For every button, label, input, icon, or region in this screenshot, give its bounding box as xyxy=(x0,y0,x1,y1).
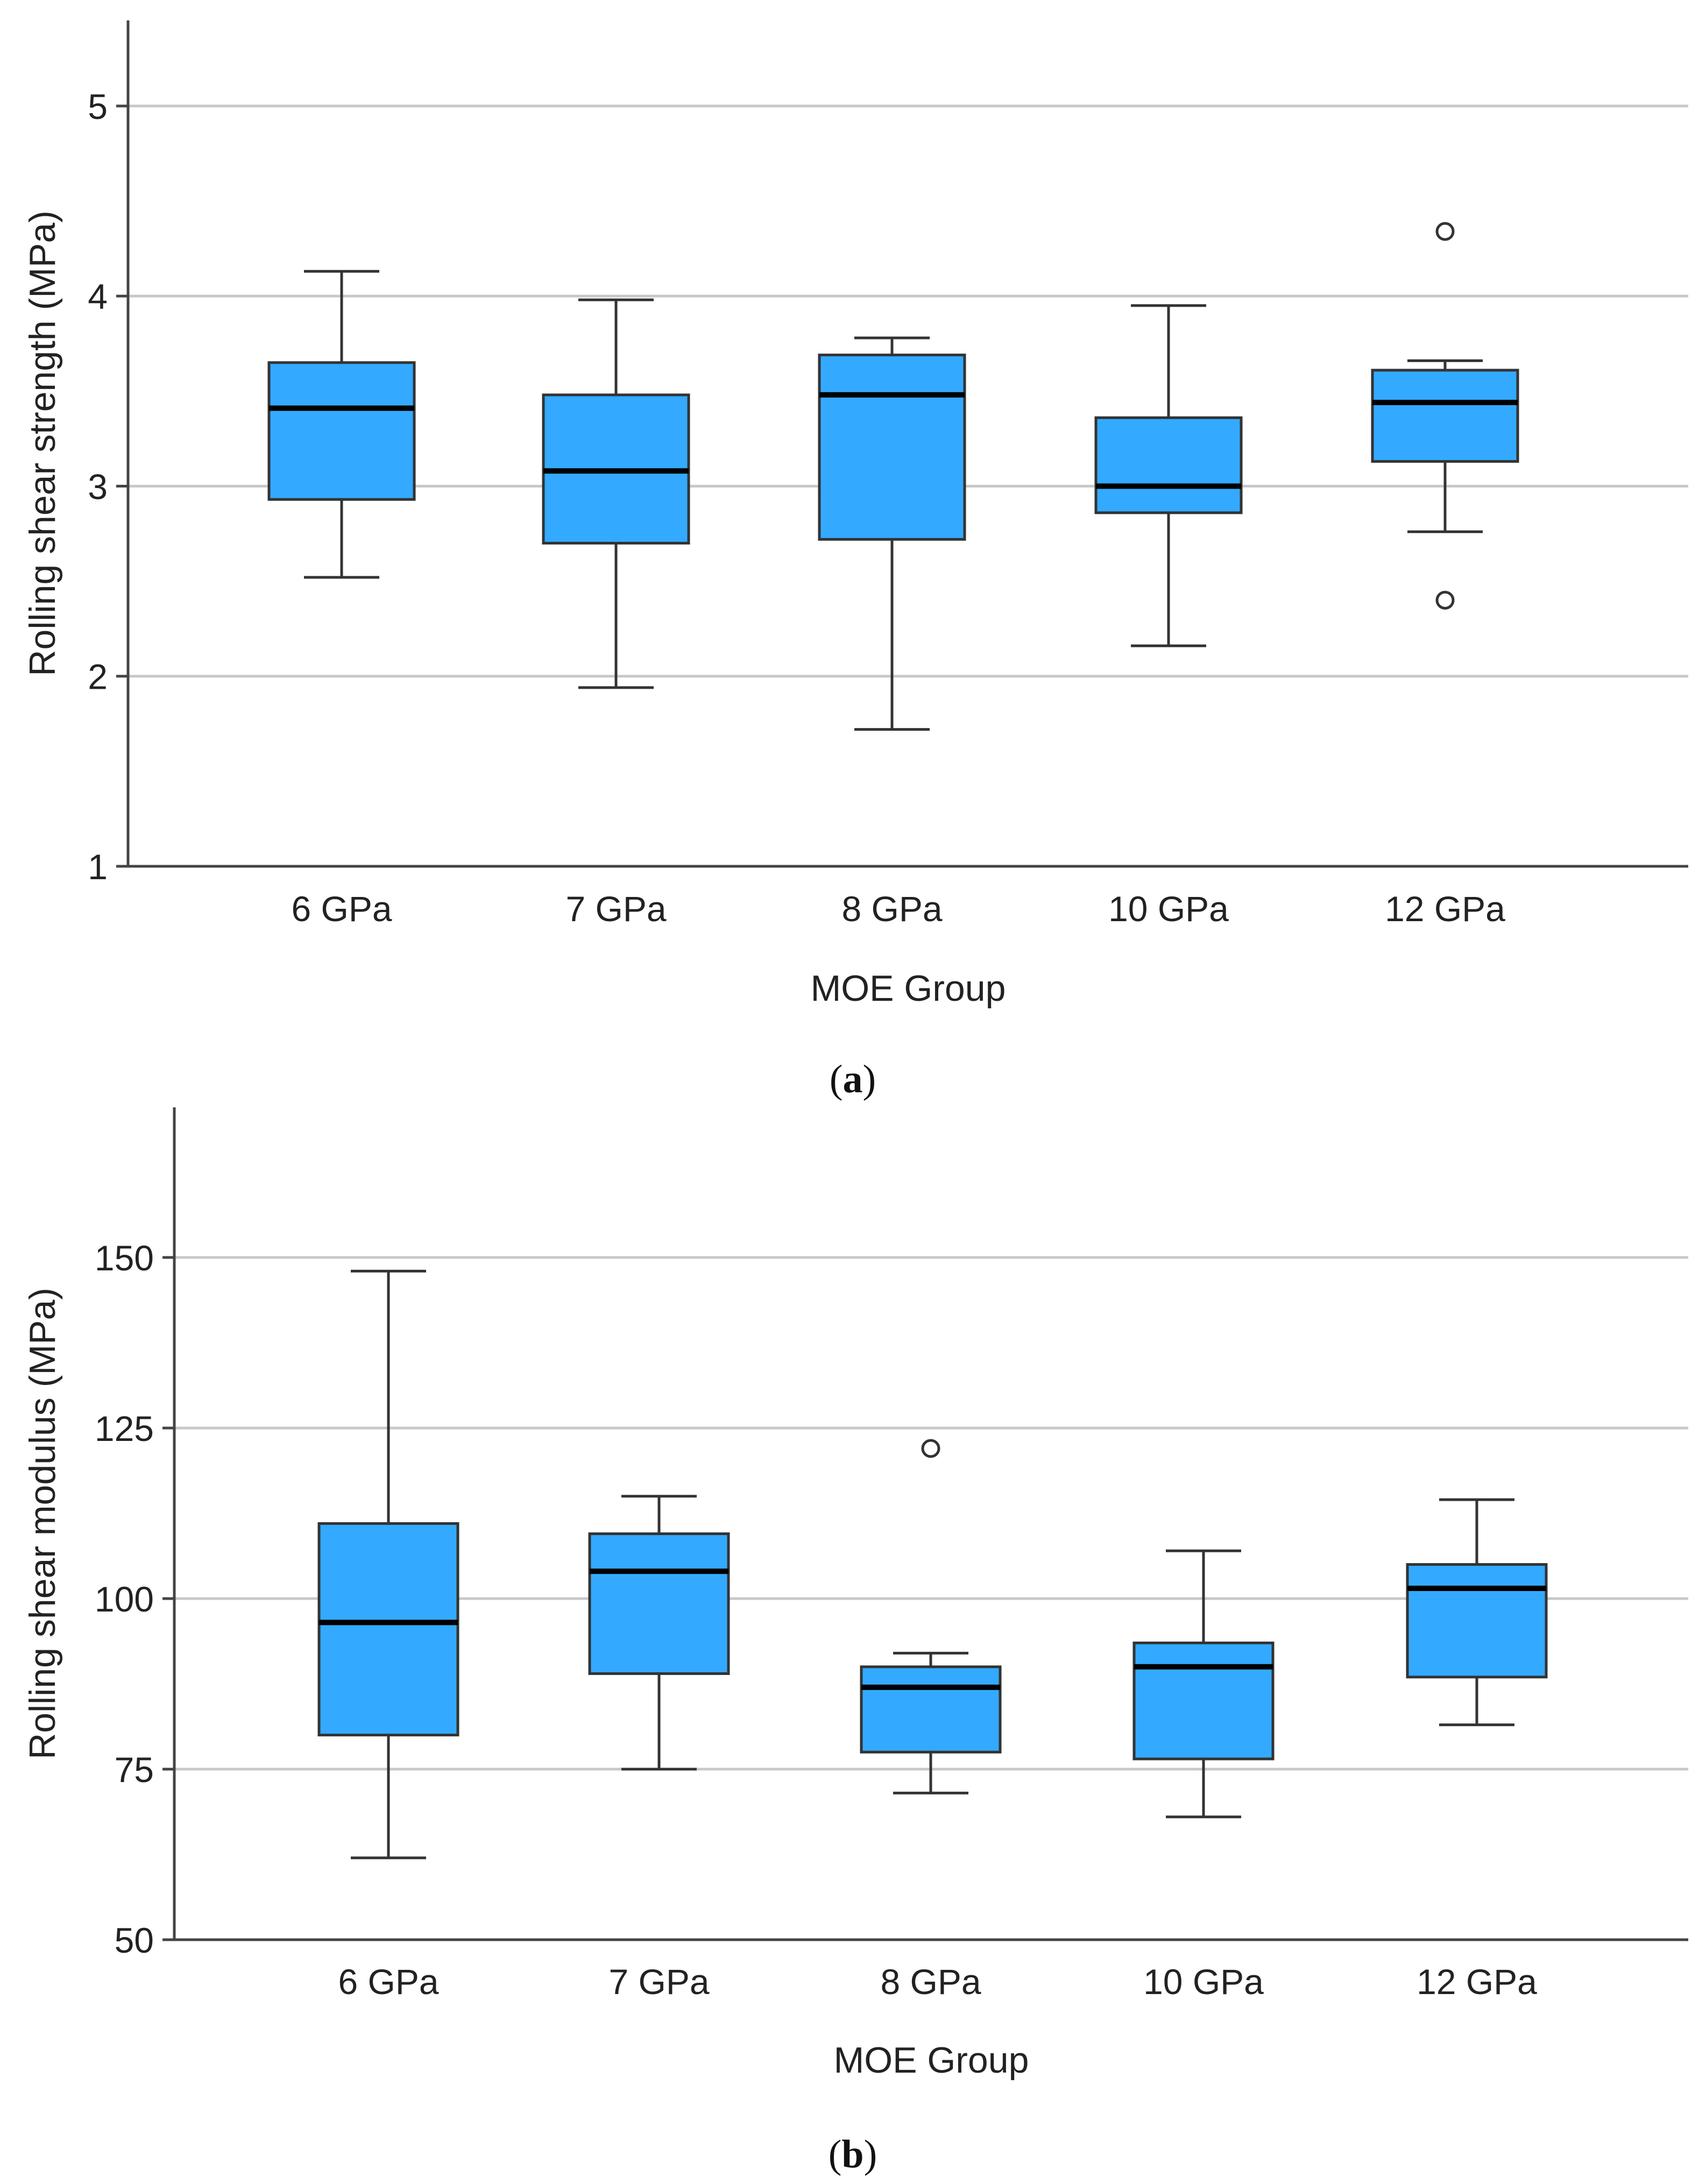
panel-b-caption: (b) xyxy=(829,2132,877,2176)
panel-b-boxes xyxy=(317,1269,1548,1860)
panel-a-caption: (a) xyxy=(830,1057,876,1101)
panel-a-y-ticks: 1 2 3 4 5 xyxy=(88,87,128,887)
panel-b-box-7-gpa xyxy=(588,1495,730,1771)
panel-b-y-tick-label: 125 xyxy=(95,1409,154,1448)
panel-b-x-tick-label: 7 GPa xyxy=(608,1962,709,2002)
panel-a-y-tick-label: 4 xyxy=(88,277,108,316)
panel-a-strength-boxplot: 1 2 3 4 5 6 GPa 7 GPa 8 GPa 10 GPa 12 GPa Rollin… xyxy=(22,20,1688,1101)
panel-b-x-tick-label: 6 GPa xyxy=(338,1962,438,2002)
panel-a-y-axis-title: Rolling shear strength (MPa) xyxy=(22,210,63,676)
panel-b-caption-letter: b xyxy=(841,2132,863,2176)
panel-b-y-tick-label: 75 xyxy=(115,1750,154,1790)
panel-b-x-tick-label: 10 GPa xyxy=(1143,1962,1264,2002)
iqr-box xyxy=(317,1522,459,1737)
panel-b-y-axis-title: Rolling shear modulus (MPa) xyxy=(22,1288,63,1759)
panel-a-x-tick-label: 7 GPa xyxy=(565,889,666,929)
panel-b-box-8-gpa xyxy=(860,1439,1002,1794)
iqr-box xyxy=(1094,416,1243,514)
iqr-box xyxy=(1371,369,1519,463)
panel-b-box-6-gpa xyxy=(317,1269,459,1860)
panel-a-y-tick-label: 1 xyxy=(88,847,108,887)
panel-a-box-12-gpa xyxy=(1371,222,1519,610)
panel-b-x-tick-labels: 6 GPa 7 GPa 8 GPa 10 GPa 12 GPa xyxy=(338,1962,1537,2002)
panel-b-box-10-gpa xyxy=(1132,1549,1275,1819)
panel-a-x-tick-label: 8 GPa xyxy=(841,889,942,929)
panel-a-x-tick-label: 10 GPa xyxy=(1108,889,1229,929)
iqr-box xyxy=(588,1532,730,1675)
panel-b-x-axis-title: MOE Group xyxy=(834,2040,1029,2081)
panel-a-x-axis-title: MOE Group xyxy=(811,968,1006,1009)
panel-b-y-tick-label: 100 xyxy=(95,1579,154,1619)
panel-b-x-tick-label: 12 GPa xyxy=(1417,1962,1537,2002)
panel-b-x-tick-label: 8 GPa xyxy=(880,1962,981,2002)
panel-a-x-tick-label: 6 GPa xyxy=(291,889,392,929)
iqr-box xyxy=(267,361,416,501)
iqr-box xyxy=(818,354,966,541)
panel-a-box-6-gpa xyxy=(267,270,416,579)
panel-a-caption-letter: a xyxy=(843,1057,863,1101)
panel-a-box-8-gpa xyxy=(818,336,966,731)
panel-b-y-tick-label: 150 xyxy=(95,1238,154,1278)
panel-a-x-tick-label: 12 GPa xyxy=(1385,889,1505,929)
outlier-point xyxy=(921,1439,940,1458)
panel-a-boxes xyxy=(267,222,1519,731)
outlier-point xyxy=(1435,222,1455,241)
panel-a-x-tick-labels: 6 GPa 7 GPa 8 GPa 10 GPa 12 GPa xyxy=(291,889,1505,929)
outlier-point xyxy=(1435,590,1455,610)
panel-b-y-ticks: 50 75 100 125 150 xyxy=(95,1238,174,1960)
panel-a-box-7-gpa xyxy=(542,298,690,689)
panel-a-box-10-gpa xyxy=(1094,304,1243,647)
panel-a-y-tick-label: 5 xyxy=(88,87,108,126)
panel-a-y-tick-label: 2 xyxy=(88,657,108,697)
iqr-box xyxy=(1132,1641,1275,1761)
iqr-box xyxy=(860,1665,1002,1754)
panel-b-y-tick-label: 50 xyxy=(115,1920,154,1960)
panel-a-y-tick-label: 3 xyxy=(88,467,108,506)
panel-b-modulus-boxplot: 50 75 100 125 150 6 GPa 7 GPa 8 GPa 10 GPa 12 GP… xyxy=(22,1107,1688,2176)
iqr-box xyxy=(1406,1563,1548,1679)
panel-b-box-12-gpa xyxy=(1406,1498,1548,1727)
